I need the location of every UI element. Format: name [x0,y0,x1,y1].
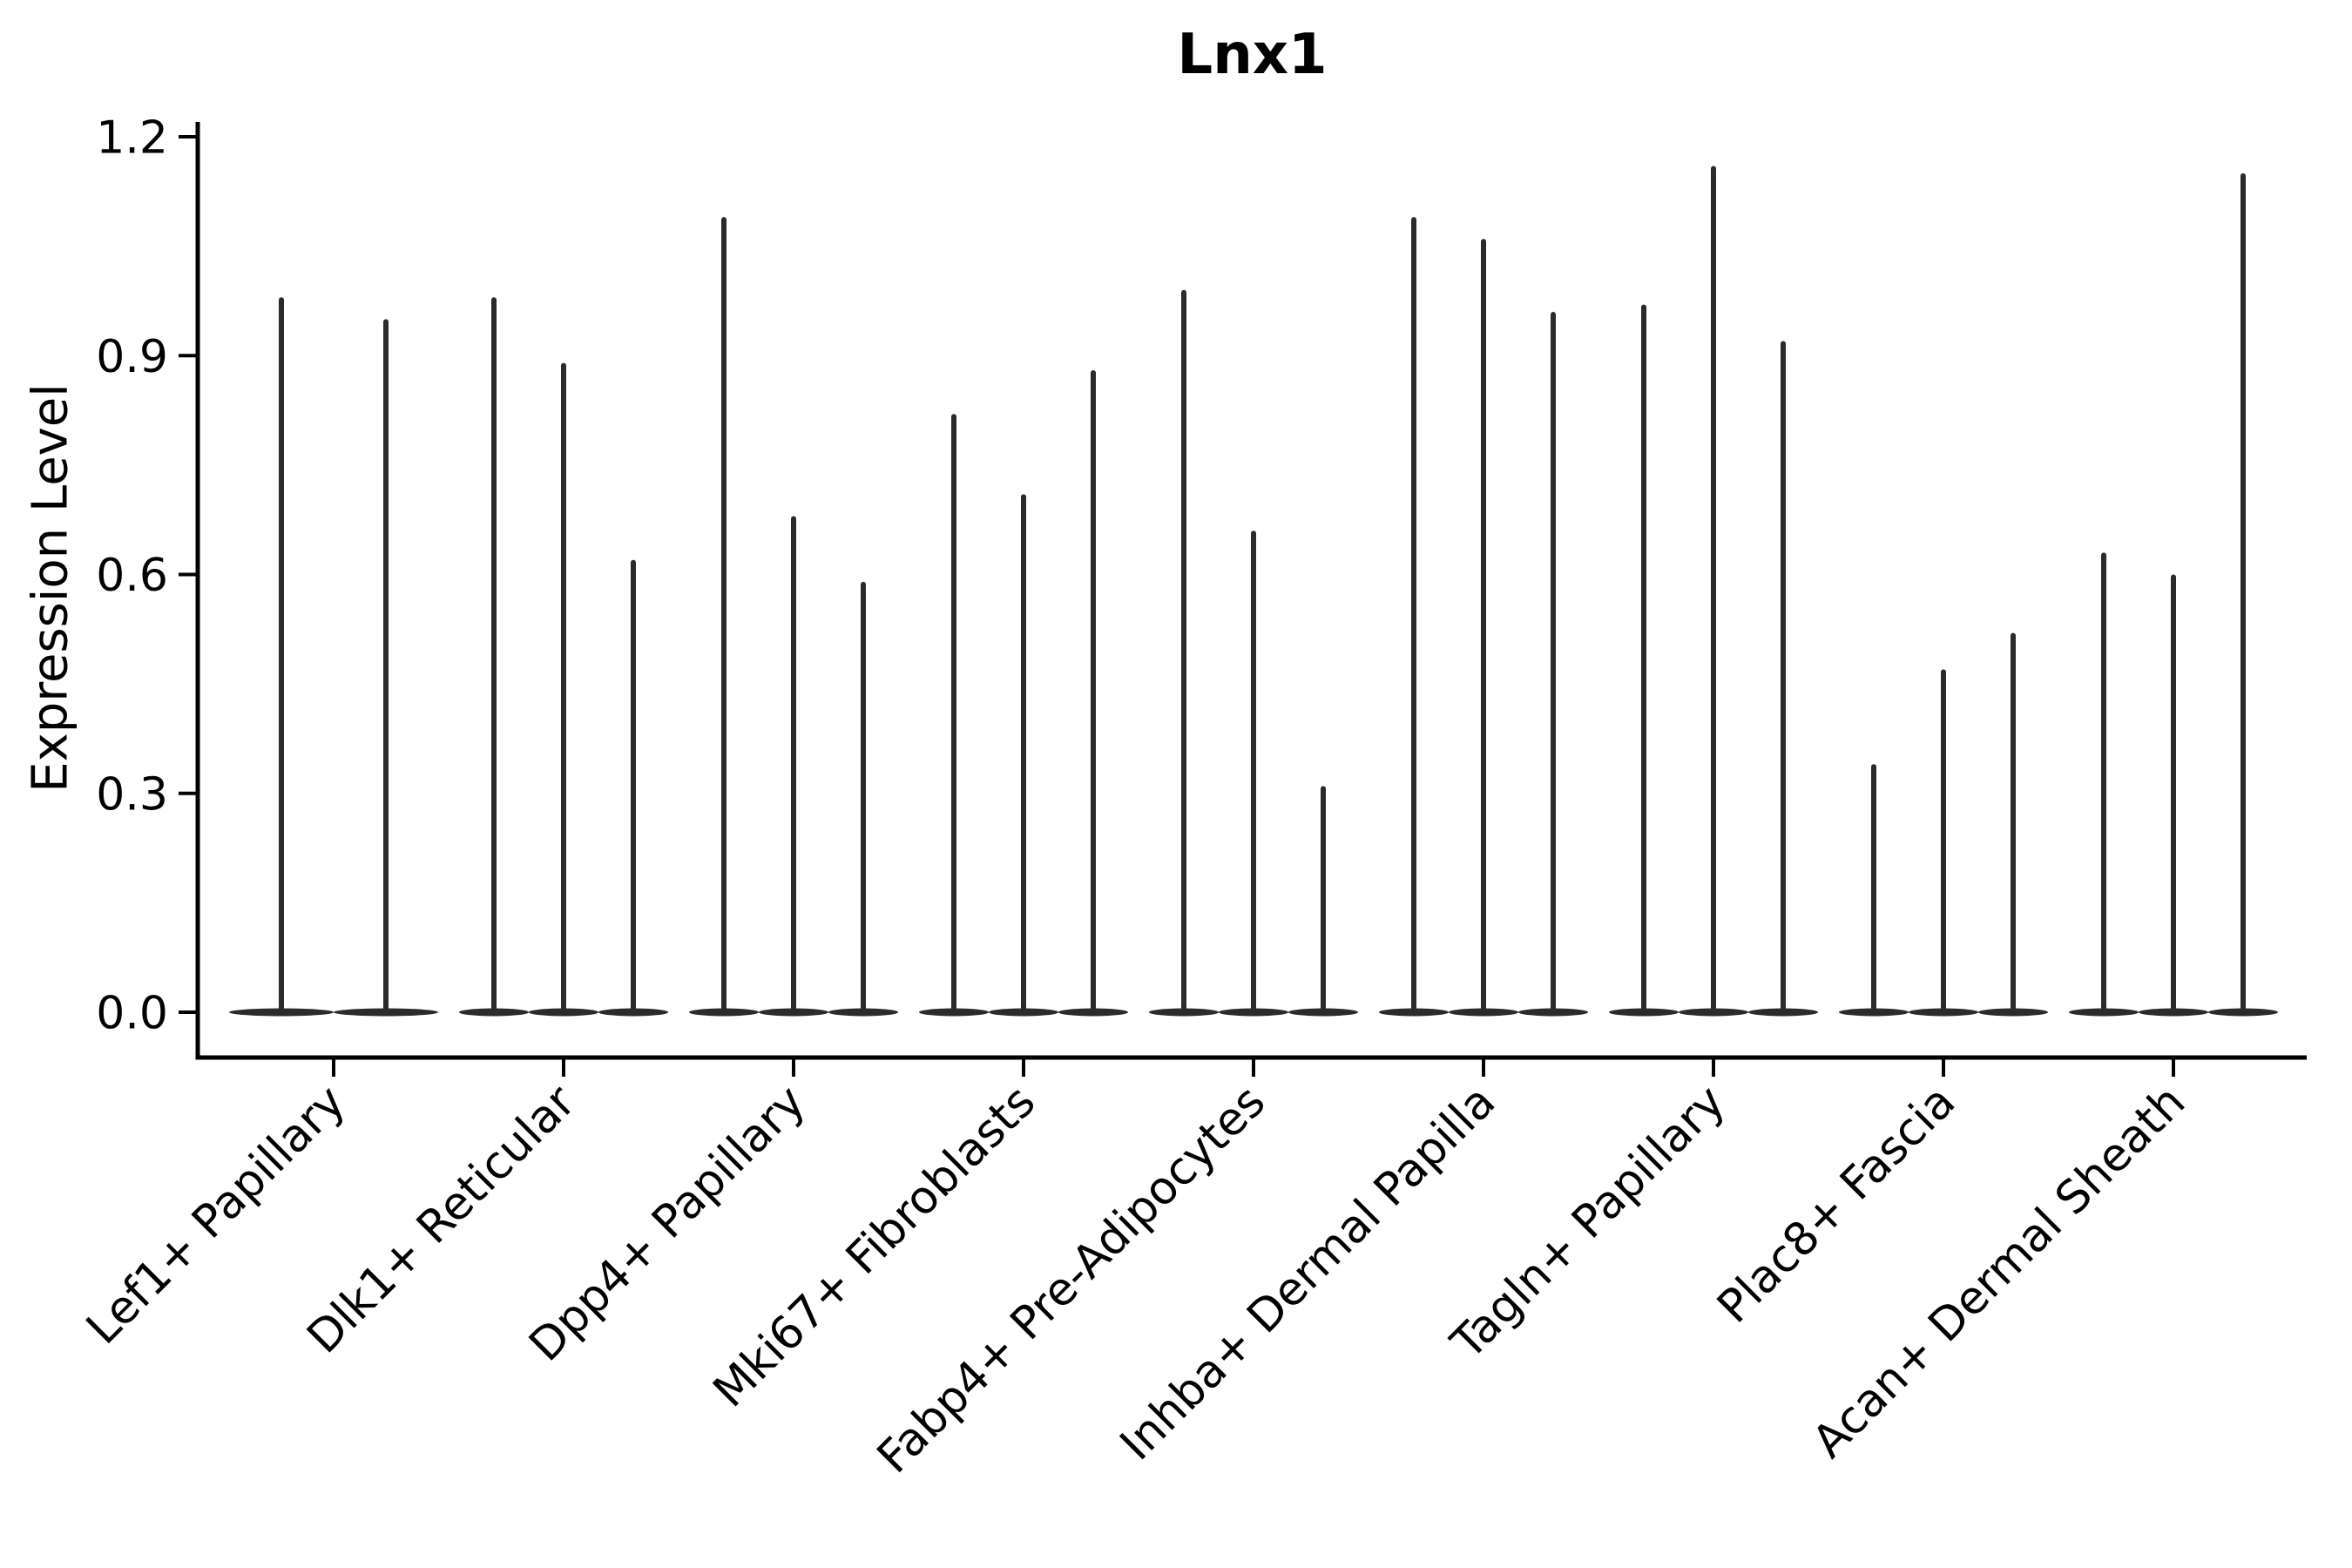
x-tick-label: Acan+ Dermal Sheath [1803,1076,2196,1469]
x-tick-label: Fabp4+ Pre-Adipocytes [868,1076,1275,1484]
y-tick-label: 0.6 [96,550,168,602]
y-tick-label: 0.0 [96,988,168,1040]
y-axis-label: Expression Level [22,383,79,793]
x-tick-label: Plac8+ Fascia [1707,1076,1965,1334]
y-tick-label: 1.2 [96,112,168,165]
chart-title: Lnx1 [1177,23,1328,87]
y-tick-label: 0.3 [96,768,168,821]
x-tick-label: Inhba+ Dermal Papilla [1111,1076,1505,1470]
y-tick-label: 0.9 [96,331,168,383]
